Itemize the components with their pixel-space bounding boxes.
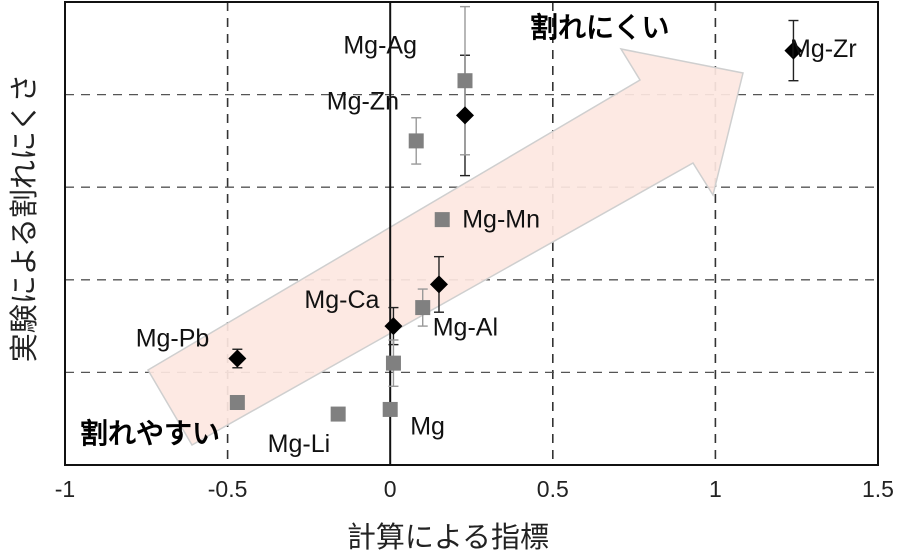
data-markers: [228, 41, 803, 422]
x-tick-labels: -1 -0.5 0 0.5 1 1.5: [55, 476, 894, 502]
square-marker: [434, 212, 450, 228]
square-marker: [382, 401, 398, 417]
point-label: Mg: [410, 412, 445, 440]
diamond-marker: [228, 349, 247, 368]
point-label: Mg-Zn: [327, 87, 399, 115]
point-label: Mg-Li: [268, 430, 331, 458]
square-marker: [330, 406, 346, 422]
diamond-marker: [784, 41, 803, 60]
square-marker: [229, 394, 245, 410]
trend-arrow-shape: [146, 47, 744, 447]
x-tick-label: 0.5: [537, 476, 569, 502]
square-marker: [408, 133, 424, 149]
x-tick-label: -0.5: [208, 476, 248, 502]
x-tick-label: 1.5: [862, 476, 894, 502]
annotation-hard-to-crack: 割れにくい: [530, 11, 669, 44]
x-axis-title: 計算による指標: [347, 520, 549, 554]
plot-border: [64, 1, 879, 466]
square-marker: [457, 73, 473, 89]
point-labels: Mg-Zr Mg-Zn Mg-Ca Mg-Pb Mg-Ag Mg-Mn Mg-Al Mg Mg-…: [136, 32, 857, 458]
plot-frame: [64, 1, 879, 466]
diamond-marker: [429, 275, 448, 294]
point-label: Mg-Al: [433, 314, 498, 342]
x-tick-label: -1: [55, 476, 75, 502]
point-label: Mg-Mn: [462, 206, 540, 234]
square-marker: [385, 355, 401, 371]
point-label: Mg-Pb: [136, 325, 210, 353]
x-tick-label: 1: [709, 476, 722, 502]
point-label: Mg-Zr: [790, 35, 857, 63]
annotation-easy-to-crack: 割れやすい: [80, 417, 220, 450]
point-label: Mg-Ag: [343, 32, 417, 60]
x-tick-label: 0: [384, 476, 397, 502]
diamond-marker: [384, 317, 403, 336]
diamond-marker: [455, 106, 474, 125]
square-marker: [415, 300, 431, 316]
trend-arrow: [146, 47, 744, 447]
y-axis-title: 実験による割れにくさ: [7, 74, 41, 363]
point-label: Mg-Ca: [304, 286, 379, 314]
